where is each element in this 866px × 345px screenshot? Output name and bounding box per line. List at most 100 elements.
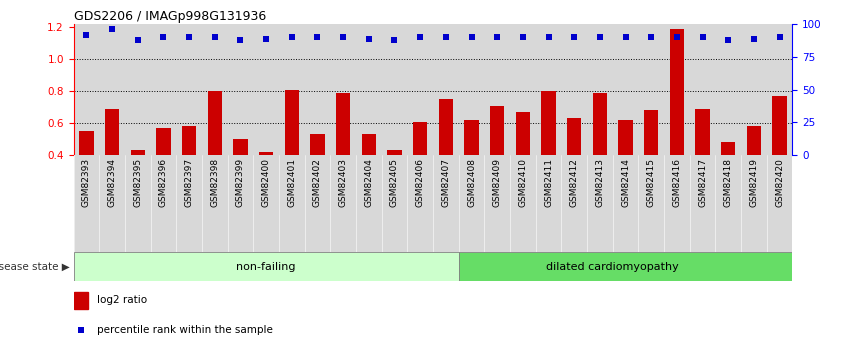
Bar	[74, 24, 100, 155]
Bar	[484, 24, 510, 155]
Text: dilated cardiomyopathy: dilated cardiomyopathy	[546, 262, 679, 272]
Text: GSM82408: GSM82408	[467, 158, 476, 207]
Bar	[669, 29, 684, 155]
Bar	[741, 24, 766, 155]
Text: GSM82399: GSM82399	[236, 158, 245, 207]
Text: GSM82400: GSM82400	[262, 158, 271, 207]
Bar	[689, 24, 715, 155]
Text: GSM82415: GSM82415	[647, 158, 656, 207]
Bar	[382, 155, 407, 252]
Text: GSM82420: GSM82420	[775, 158, 784, 207]
Point	[74, 327, 87, 333]
Bar	[741, 155, 766, 252]
Bar	[766, 155, 792, 252]
Text: GSM82397: GSM82397	[184, 158, 194, 207]
Bar	[490, 106, 504, 155]
Text: GSM82416: GSM82416	[672, 158, 682, 207]
Bar	[305, 24, 330, 155]
Point	[182, 34, 196, 40]
Bar	[362, 135, 376, 155]
Point	[208, 34, 222, 40]
Bar	[407, 24, 433, 155]
Point	[439, 34, 453, 40]
Point	[670, 34, 684, 40]
Bar	[464, 120, 479, 155]
Point	[362, 36, 376, 41]
Text: GSM82402: GSM82402	[313, 158, 322, 207]
Bar	[182, 127, 197, 155]
Bar	[459, 155, 484, 252]
Bar	[74, 292, 88, 309]
Bar	[721, 142, 735, 155]
Bar	[157, 128, 171, 155]
Bar	[772, 96, 786, 155]
Bar	[74, 155, 100, 252]
Bar	[177, 24, 202, 155]
Text: GSM82410: GSM82410	[519, 158, 527, 207]
Text: GSM82404: GSM82404	[365, 158, 373, 207]
Bar	[336, 93, 350, 155]
Point	[695, 34, 709, 40]
Bar	[510, 155, 536, 252]
Point	[541, 34, 555, 40]
Point	[490, 34, 504, 40]
Bar	[433, 155, 459, 252]
Bar	[100, 155, 125, 252]
Bar	[151, 24, 177, 155]
Bar	[285, 90, 299, 155]
Bar	[202, 155, 228, 252]
Text: GSM82396: GSM82396	[159, 158, 168, 207]
Bar	[567, 118, 581, 155]
Bar	[279, 24, 305, 155]
Bar	[536, 155, 561, 252]
Text: GSM82395: GSM82395	[133, 158, 142, 207]
Bar	[253, 24, 279, 155]
Point	[516, 34, 530, 40]
Text: GSM82409: GSM82409	[493, 158, 501, 207]
Bar	[664, 155, 689, 252]
Point	[747, 36, 761, 41]
Point	[311, 34, 325, 40]
Point	[234, 37, 248, 43]
Text: GSM82419: GSM82419	[749, 158, 759, 207]
Bar	[356, 24, 382, 155]
Bar	[715, 155, 741, 252]
Bar	[234, 139, 248, 155]
Bar	[536, 24, 561, 155]
Bar	[541, 91, 556, 155]
Bar	[593, 93, 607, 155]
Text: GSM82398: GSM82398	[210, 158, 219, 207]
Text: disease state ▶: disease state ▶	[0, 262, 69, 272]
Bar	[100, 24, 125, 155]
Text: GSM82414: GSM82414	[621, 158, 630, 207]
Point	[593, 34, 607, 40]
Text: GSM82418: GSM82418	[724, 158, 733, 207]
Bar	[330, 24, 356, 155]
Bar	[387, 150, 402, 155]
Text: GDS2206 / IMAGp998G131936: GDS2206 / IMAGp998G131936	[74, 10, 266, 23]
Text: GSM82412: GSM82412	[570, 158, 578, 207]
Point	[772, 34, 786, 40]
Bar	[612, 24, 638, 155]
Point	[285, 34, 299, 40]
Point	[80, 32, 94, 38]
Bar	[516, 112, 530, 155]
Text: non-failing: non-failing	[236, 262, 296, 272]
Bar	[279, 155, 305, 252]
Bar	[689, 155, 715, 252]
Bar	[253, 155, 279, 252]
Point	[259, 36, 273, 41]
Bar	[228, 24, 253, 155]
Text: GSM82406: GSM82406	[416, 158, 424, 207]
Text: GSM82393: GSM82393	[82, 158, 91, 207]
Point	[413, 34, 427, 40]
Bar	[305, 155, 330, 252]
Text: log2 ratio: log2 ratio	[97, 295, 146, 305]
Bar	[638, 24, 664, 155]
Text: percentile rank within the sample: percentile rank within the sample	[97, 325, 273, 335]
Bar	[131, 150, 145, 155]
Bar	[177, 155, 202, 252]
Point	[644, 34, 658, 40]
Bar	[561, 155, 587, 252]
Text: GSM82405: GSM82405	[390, 158, 399, 207]
